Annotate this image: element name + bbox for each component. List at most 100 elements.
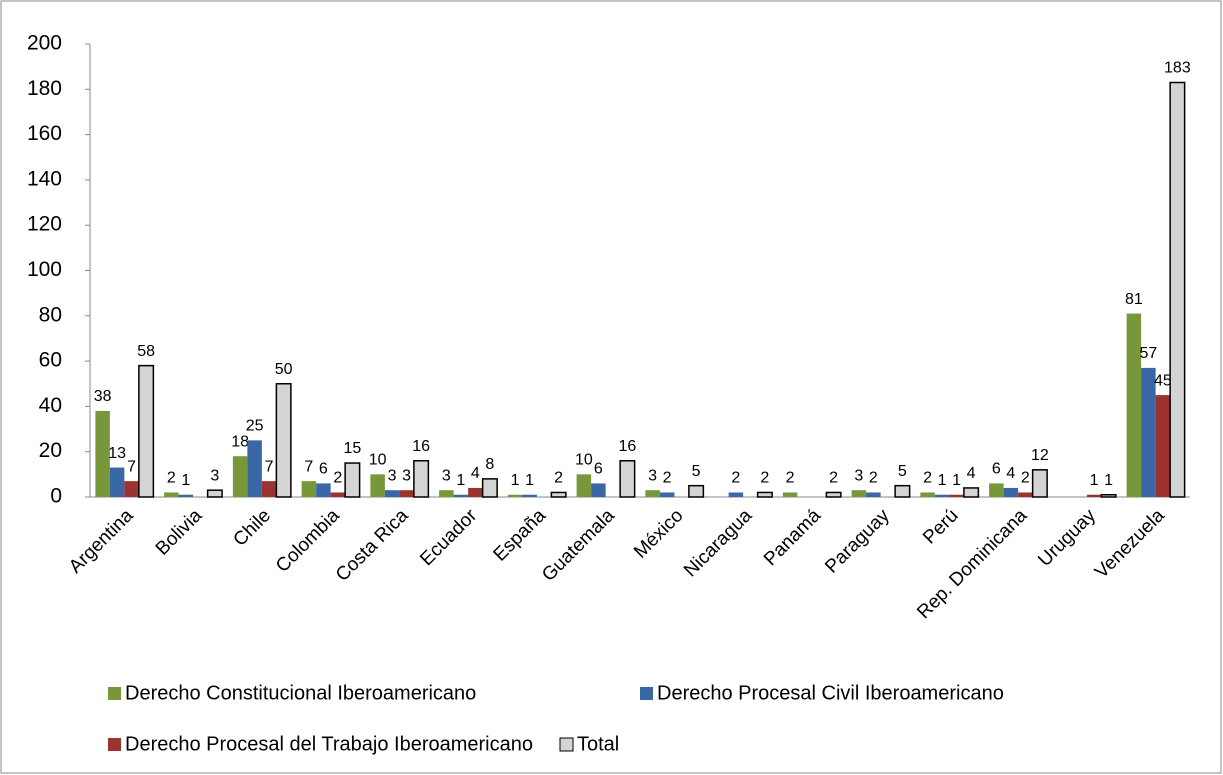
data-label: 25 [246, 418, 264, 435]
data-label: 2 [760, 470, 769, 487]
bar [825, 491, 842, 498]
bar [1126, 313, 1142, 497]
bar [1086, 494, 1102, 497]
bar [591, 483, 606, 497]
bar [399, 490, 414, 497]
data-label: 2 [1021, 470, 1030, 487]
legend-label: Derecho Constitucional Iberoamericano [125, 682, 476, 704]
data-label: 10 [369, 452, 387, 469]
bar [550, 491, 567, 498]
data-label: 2 [923, 470, 932, 487]
data-label: 3 [854, 467, 863, 484]
y-tick-label: 0 [50, 485, 62, 508]
y-tick-label: 80 [39, 303, 62, 326]
bar [481, 478, 498, 498]
data-label: 3 [648, 467, 657, 484]
legend-swatch [108, 738, 121, 751]
bar [619, 460, 636, 498]
bar [275, 383, 292, 498]
data-label: 45 [1154, 372, 1172, 389]
bar [206, 489, 223, 498]
bar [247, 440, 262, 497]
data-label: 16 [412, 438, 430, 455]
bar [688, 484, 705, 498]
data-label: 2 [333, 470, 342, 487]
data-label: 1 [525, 472, 534, 489]
bar [894, 484, 911, 498]
data-label: 58 [137, 343, 155, 360]
data-label: 2 [786, 470, 795, 487]
data-label: 13 [108, 445, 126, 462]
bar [164, 492, 179, 497]
data-label: 2 [663, 470, 672, 487]
legend-swatch [559, 737, 574, 752]
bar [232, 456, 248, 497]
bar [782, 492, 798, 497]
data-label: 3 [402, 467, 411, 484]
data-label: 3 [210, 467, 219, 484]
bar [316, 483, 331, 497]
bar [95, 410, 110, 497]
data-label: 12 [1031, 447, 1049, 464]
data-label: 1 [511, 472, 520, 489]
bar [866, 492, 881, 497]
bar [659, 492, 675, 497]
bar [756, 491, 773, 498]
data-label: 1 [1090, 472, 1099, 489]
y-tick-label: 120 [27, 213, 62, 236]
legend-label: Total [577, 733, 619, 755]
bar [1100, 493, 1117, 498]
y-tick-label: 40 [39, 394, 62, 417]
bar [989, 483, 1004, 497]
data-label: 57 [1139, 345, 1157, 362]
bar [413, 460, 430, 498]
y-tick-label: 100 [27, 258, 62, 281]
data-label: 16 [618, 438, 636, 455]
bar [468, 487, 483, 497]
data-label: 1 [1104, 472, 1113, 489]
y-tick-label: 200 [27, 32, 62, 55]
data-label: 18 [231, 433, 249, 450]
data-label: 3 [442, 467, 451, 484]
data-label: 81 [1125, 291, 1143, 308]
data-label: 15 [343, 440, 361, 457]
data-label: 38 [94, 388, 112, 405]
y-tick-label: 60 [39, 349, 62, 372]
data-label: 2 [731, 470, 740, 487]
bar [1169, 81, 1186, 498]
bar [963, 487, 980, 498]
bar [728, 492, 744, 497]
bar [934, 494, 950, 497]
bar [1003, 487, 1019, 497]
data-label: 50 [275, 361, 293, 378]
data-label: 2 [829, 470, 838, 487]
y-tick-label: 180 [27, 77, 62, 100]
bar [1155, 395, 1171, 497]
legend-label: Derecho Procesal Civil Iberoamericano [657, 682, 1004, 704]
legend-swatch [640, 687, 653, 700]
data-label: 1 [456, 472, 465, 489]
data-label: 7 [127, 458, 136, 475]
bar [138, 364, 155, 498]
y-tick-label: 160 [27, 122, 62, 145]
data-label: 4 [1006, 465, 1015, 482]
bar [1031, 469, 1048, 498]
data-label: 183 [1164, 60, 1191, 77]
data-label: 6 [992, 461, 1001, 478]
data-label: 10 [575, 452, 593, 469]
data-label: 1 [938, 472, 947, 489]
data-label: 2 [554, 470, 563, 487]
data-label: 5 [898, 463, 907, 480]
bar [851, 490, 867, 497]
bar [384, 490, 400, 497]
bar [949, 494, 964, 497]
bar [453, 494, 469, 497]
data-label: 2 [167, 470, 176, 487]
data-label: 7 [304, 458, 313, 475]
data-label: 6 [594, 461, 603, 478]
bar [1141, 367, 1156, 497]
bar [301, 481, 317, 497]
data-label: 2 [869, 470, 878, 487]
